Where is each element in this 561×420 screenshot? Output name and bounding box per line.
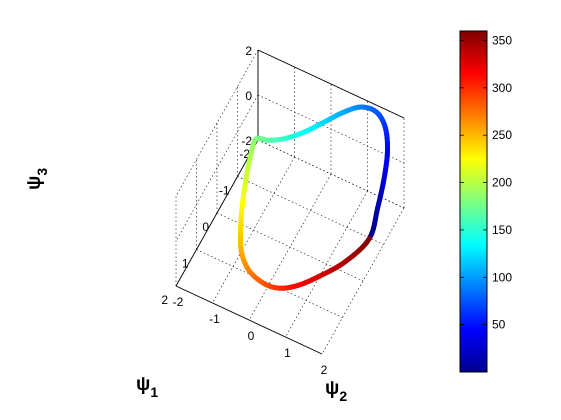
- colorbar-tick-label: 100: [492, 270, 512, 284]
- psi2-tick-label: 2: [321, 363, 328, 377]
- curve-segment: [363, 236, 372, 246]
- psi2-tick-label: -1: [209, 312, 220, 326]
- colorbar-tick-label: 150: [492, 223, 512, 237]
- trajectory-curve: [237, 104, 391, 291]
- psi2-tick-label: 1: [284, 346, 291, 360]
- psi1-axis-label: ψ1: [136, 374, 158, 400]
- psi1-tick-label: -1: [219, 184, 230, 198]
- psi2-tick-label: -2: [173, 295, 184, 309]
- frame-edge: [257, 49, 405, 119]
- plot-box: [175, 49, 405, 355]
- colorbar-tick-label: 200: [492, 176, 512, 190]
- psi3-tick-label: 2: [245, 44, 252, 58]
- psi1-tick-label: -2: [239, 147, 250, 161]
- colorbar-tick-label: 50: [492, 318, 506, 332]
- frame-edge: [175, 139, 259, 287]
- floor-gridline: [237, 176, 384, 245]
- psi1-tick-label: 1: [182, 257, 189, 271]
- colorbar-tick-label: 300: [492, 81, 512, 95]
- frame-edge: [175, 285, 323, 355]
- psi1-tick-label: 0: [202, 220, 209, 234]
- psi2-axis-label: ψ2: [325, 378, 347, 404]
- floor-gridline: [216, 212, 364, 282]
- psi2-tick-label: 0: [248, 329, 255, 343]
- colorbar-tick-label: 250: [492, 128, 512, 142]
- colorbar-ticks: 50 100 150 200 250 300 350: [460, 33, 512, 332]
- back-wall-gridline: [257, 94, 405, 164]
- psi3-tick-label: -2: [241, 134, 252, 148]
- psi3-tick-label: 0: [245, 89, 252, 103]
- colorbar-tick-label: 350: [492, 33, 512, 47]
- colorbar: [459, 30, 488, 373]
- tick-labels: -2 -1 0 1 2 -2 -1 0 1 2 -2 0 2: [161, 44, 327, 377]
- psi1-tick-label: 2: [161, 293, 168, 307]
- psi3-axis-label: ψ3: [24, 168, 50, 190]
